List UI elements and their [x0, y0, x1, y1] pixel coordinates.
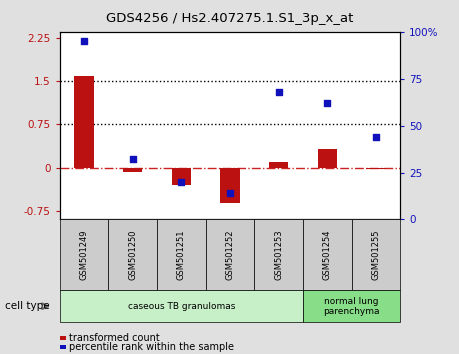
Text: normal lung
parenchyma: normal lung parenchyma — [323, 297, 379, 316]
Point — [80, 38, 88, 44]
Text: GDS4256 / Hs2.407275.1.S1_3p_x_at: GDS4256 / Hs2.407275.1.S1_3p_x_at — [106, 12, 353, 25]
Text: GSM501253: GSM501253 — [274, 229, 282, 280]
Text: transformed count: transformed count — [69, 333, 160, 343]
Point — [226, 190, 233, 196]
Bar — [123, 167, 142, 172]
Text: GSM501252: GSM501252 — [225, 230, 234, 280]
Text: GSM501249: GSM501249 — [79, 230, 89, 280]
Point — [371, 134, 379, 140]
Text: caseous TB granulomas: caseous TB granulomas — [128, 302, 235, 311]
Bar — [220, 167, 239, 203]
Bar — [74, 76, 94, 167]
Text: GSM501254: GSM501254 — [322, 230, 331, 280]
Bar — [317, 149, 336, 167]
Text: GSM501250: GSM501250 — [128, 230, 137, 280]
Bar — [365, 167, 385, 169]
Point — [323, 100, 330, 106]
Text: GSM501255: GSM501255 — [370, 230, 380, 280]
Bar — [269, 162, 288, 167]
Point — [177, 179, 185, 185]
Text: percentile rank within the sample: percentile rank within the sample — [69, 342, 234, 352]
Bar — [171, 167, 190, 185]
Point — [274, 89, 282, 95]
Text: cell type: cell type — [5, 301, 49, 311]
Text: GSM501251: GSM501251 — [177, 230, 185, 280]
Point — [129, 156, 136, 162]
